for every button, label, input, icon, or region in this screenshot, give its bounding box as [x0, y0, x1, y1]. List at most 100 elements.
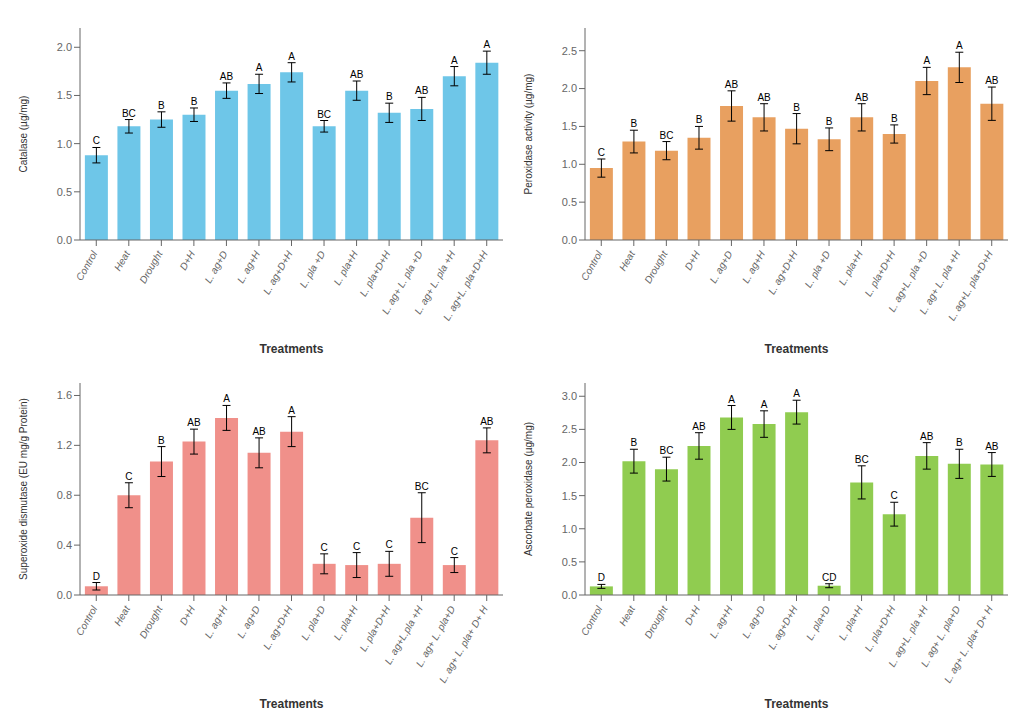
svg-text:L. pla+H: L. pla+H [836, 248, 865, 287]
svg-text:AB: AB [855, 92, 869, 103]
svg-text:D+H: D+H [177, 248, 197, 272]
svg-text:1.6: 1.6 [57, 389, 72, 401]
svg-text:AB: AB [252, 426, 266, 437]
svg-text:1.0: 1.0 [562, 523, 577, 535]
svg-text:Control: Control [74, 603, 100, 637]
svg-text:Control: Control [579, 603, 605, 637]
svg-text:2.5: 2.5 [562, 45, 577, 57]
svg-text:L. ag+D: L. ag+D [202, 249, 229, 285]
svg-text:C: C [353, 541, 360, 552]
svg-text:1.5: 1.5 [562, 490, 577, 502]
svg-text:A: A [288, 405, 295, 416]
svg-text:0.0: 0.0 [57, 589, 72, 601]
svg-text:L. ag+D+H: L. ag+D+H [766, 603, 800, 651]
svg-text:2.0: 2.0 [57, 41, 72, 53]
svg-text:L. ag+H: L. ag+H [740, 248, 768, 285]
svg-text:L. ag+D+H: L. ag+D+H [261, 248, 295, 296]
svg-text:AB: AB [985, 75, 999, 86]
svg-text:1.0: 1.0 [562, 158, 577, 170]
svg-text:1.5: 1.5 [57, 89, 72, 101]
svg-text:Treatments: Treatments [259, 697, 323, 711]
svg-text:L. ag+D: L. ag+D [707, 249, 734, 285]
svg-text:A: A [956, 40, 963, 51]
svg-text:AB: AB [692, 421, 706, 432]
svg-text:C: C [321, 542, 328, 553]
svg-text:BC: BC [122, 108, 136, 119]
svg-text:1.2: 1.2 [57, 439, 72, 451]
svg-text:L. pla+D+H: L. pla+D+H [357, 603, 392, 653]
svg-text:A: A [923, 55, 930, 66]
svg-text:0.0: 0.0 [57, 234, 72, 246]
svg-text:B: B [956, 437, 963, 448]
svg-text:L. pla +D: L. pla +D [298, 249, 328, 289]
svg-text:L. ag+L. pla+D+H: L. ag+L. pla+D+H [946, 248, 995, 322]
svg-text:L. pla+H: L. pla+H [331, 603, 360, 642]
svg-text:0.8: 0.8 [57, 489, 72, 501]
svg-text:Treatments: Treatments [764, 342, 828, 356]
svg-text:Drought: Drought [642, 603, 670, 640]
svg-text:D+H: D+H [177, 603, 197, 627]
svg-text:L. ag+H: L. ag+H [707, 603, 735, 640]
svg-text:A: A [484, 39, 491, 50]
svg-text:B: B [826, 116, 833, 127]
svg-text:Drought: Drought [642, 248, 670, 285]
svg-text:Treatments: Treatments [764, 697, 828, 711]
svg-text:L. pla+D+H: L. pla+D+H [357, 248, 392, 298]
svg-text:AB: AB [220, 71, 234, 82]
svg-text:Peroxidase activity (µg/mg): Peroxidase activity (µg/mg) [523, 74, 534, 195]
svg-text:B: B [891, 113, 898, 124]
svg-text:B: B [191, 96, 198, 107]
svg-text:C: C [891, 490, 898, 501]
svg-text:Catalase (µg/mg): Catalase (µg/mg) [18, 96, 29, 173]
svg-text:B: B [158, 100, 165, 111]
svg-text:2.5: 2.5 [562, 423, 577, 435]
svg-text:A: A [223, 393, 230, 404]
svg-text:A: A [728, 394, 735, 405]
svg-text:L. ag+D: L. ag+D [740, 604, 767, 640]
svg-text:A: A [451, 55, 458, 66]
svg-text:2.0: 2.0 [562, 456, 577, 468]
svg-text:A: A [288, 51, 295, 62]
svg-text:1.0: 1.0 [57, 138, 72, 150]
svg-text:B: B [793, 102, 800, 113]
svg-text:D+H: D+H [682, 248, 702, 272]
svg-text:L. ag+D+H: L. ag+D+H [261, 603, 295, 651]
svg-text:C: C [93, 135, 100, 146]
svg-text:D+H: D+H [682, 603, 702, 627]
svg-text:Drought: Drought [137, 603, 165, 640]
svg-text:0.5: 0.5 [562, 196, 577, 208]
svg-text:A: A [256, 62, 263, 73]
svg-text:A: A [793, 388, 800, 399]
svg-text:1.5: 1.5 [562, 120, 577, 132]
svg-text:B: B [696, 114, 703, 125]
svg-text:L. pla +D: L. pla +D [803, 249, 833, 289]
svg-text:AB: AB [415, 85, 429, 96]
svg-text:L. pla+D: L. pla+D [299, 604, 327, 642]
svg-text:D: D [93, 571, 100, 582]
svg-text:Superoxide dismutase (EU mg/g: Superoxide dismutase (EU mg/g Protein) [18, 398, 29, 580]
svg-text:Heat: Heat [617, 248, 638, 273]
svg-text:0.0: 0.0 [562, 234, 577, 246]
svg-text:L. pla+H: L. pla+H [331, 248, 360, 287]
svg-text:L. pla+D+H: L. pla+D+H [862, 248, 897, 298]
svg-text:2.0: 2.0 [562, 82, 577, 94]
svg-text:Drought: Drought [137, 248, 165, 285]
svg-text:C: C [598, 147, 605, 158]
svg-text:AB: AB [725, 79, 739, 90]
svg-text:CD: CD [822, 572, 836, 583]
svg-text:B: B [631, 437, 638, 448]
svg-text:L. ag+H: L. ag+H [235, 248, 263, 285]
svg-text:0.4: 0.4 [57, 539, 72, 551]
svg-text:L. pla+D+H: L. pla+D+H [862, 603, 897, 653]
svg-text:L. pla+D: L. pla+D [804, 604, 832, 642]
svg-text:AB: AB [350, 69, 364, 80]
svg-text:AB: AB [920, 431, 934, 442]
svg-text:A: A [761, 399, 768, 410]
svg-text:L. ag+L. pla+D+H: L. ag+L. pla+D+H [441, 248, 490, 322]
svg-text:BC: BC [317, 109, 331, 120]
svg-text:C: C [451, 546, 458, 557]
svg-text:Treatments: Treatments [259, 342, 323, 356]
svg-text:C: C [386, 539, 393, 550]
svg-text:BC: BC [660, 445, 674, 456]
svg-text:B: B [158, 435, 165, 446]
